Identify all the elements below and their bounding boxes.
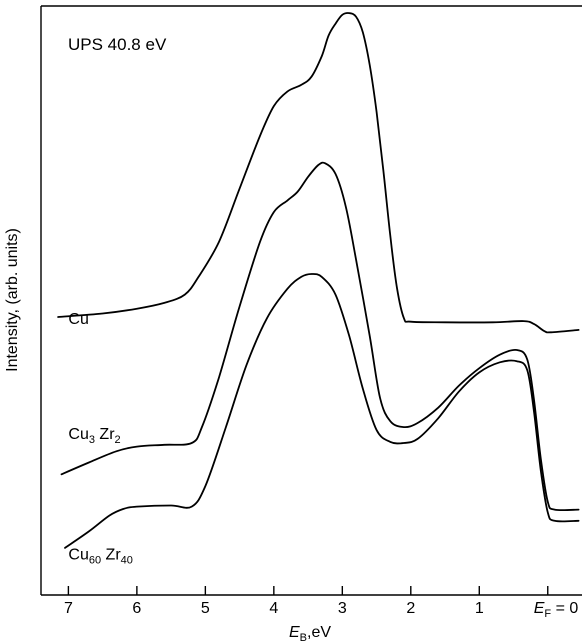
x-tick-label-2: 2 <box>406 600 415 617</box>
x-axis-label-subscript: B <box>300 632 307 644</box>
plot-frame <box>40 5 582 596</box>
x-axis-tick-labels: 7 6 5 4 3 2 1 EF = 0 <box>64 600 578 620</box>
x-tick-label-5: 5 <box>201 600 210 617</box>
series-line-cu60-zr40 <box>64 273 580 549</box>
x-axis-ticks <box>67 586 549 595</box>
y-axis-label: Intensity, (arb. units) <box>4 228 21 372</box>
series-labels: Cu Cu3 Zr2 Cu60 Zr40 <box>68 311 132 567</box>
x-tick-label-3: 3 <box>338 600 347 617</box>
x-tick-label-6: 6 <box>132 600 141 617</box>
series-curves <box>57 12 580 549</box>
x-tick-label-1: 1 <box>475 600 484 617</box>
series-line-cu <box>57 12 580 334</box>
chart-title: UPS 40.8 eV <box>68 35 167 54</box>
series-label-cu: Cu <box>68 311 88 328</box>
x-axis-label-unit: ,eV <box>307 624 331 641</box>
series-label-cu60-zr40: Cu60 Zr40 <box>68 547 132 567</box>
series-line-cu3-zr2 <box>60 161 580 512</box>
x-tick-label-4: 4 <box>269 600 278 617</box>
x-axis-label: EB,eV <box>289 624 331 644</box>
x-tick-label-fermi: EF = 0 <box>534 600 579 620</box>
x-axis-label-symbol: E <box>289 624 300 641</box>
series-label-cu3-zr2: Cu3 Zr2 <box>68 426 120 446</box>
x-tick-label-7: 7 <box>64 600 73 617</box>
